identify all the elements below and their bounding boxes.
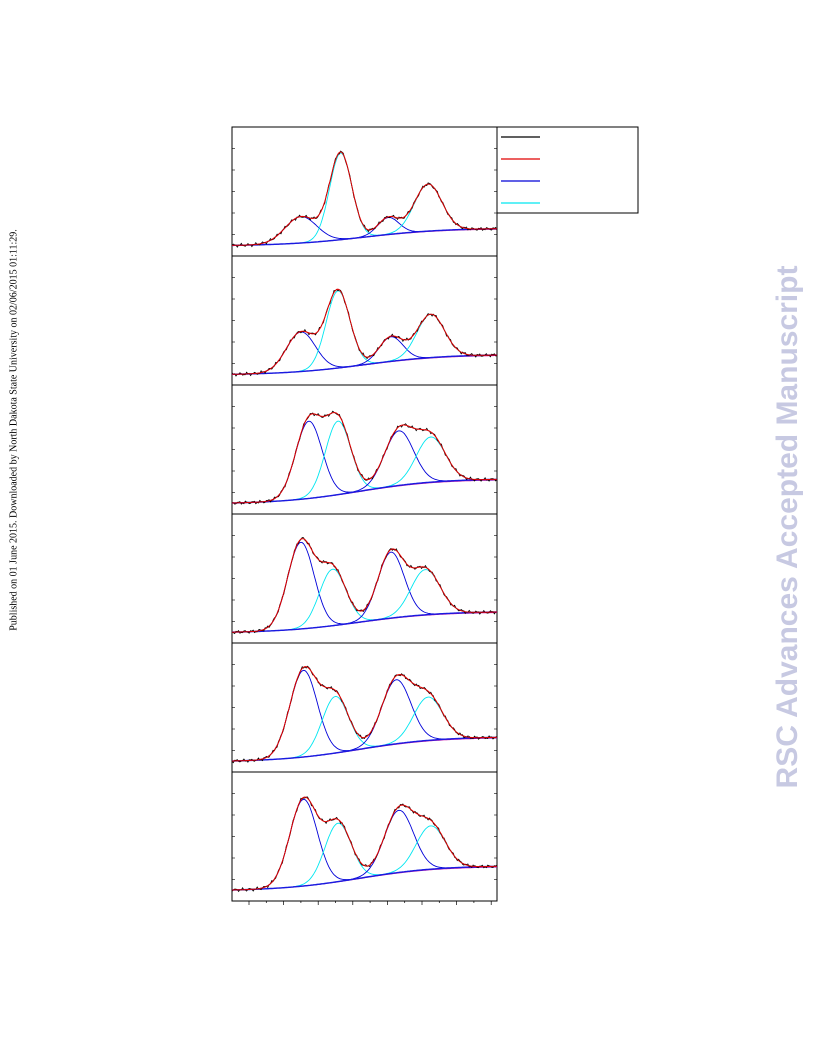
fit-line <box>232 666 498 762</box>
panel-1 <box>231 126 498 257</box>
baseline-line <box>232 865 498 891</box>
fit-line <box>232 288 497 375</box>
panel-frame <box>231 255 498 386</box>
legend-frame <box>496 126 639 214</box>
component-b-peak-4 <box>232 436 498 504</box>
component-b-peak-2 <box>232 152 497 246</box>
component-a-peak-1 <box>232 798 498 891</box>
fit-line <box>232 411 498 504</box>
baseline-line <box>232 354 497 375</box>
panel-frame <box>231 384 498 515</box>
baseline-line <box>232 736 498 762</box>
fit-line <box>232 796 498 891</box>
experimental-line <box>231 537 498 635</box>
baseline-line <box>231 611 497 633</box>
panel-2 <box>231 255 498 386</box>
baseline-alt-line <box>232 866 497 891</box>
legend <box>496 126 639 214</box>
component-a-peak-3 <box>231 551 497 633</box>
panel-5 <box>231 642 498 773</box>
experimental-line <box>231 150 498 248</box>
component-a-peak-1 <box>232 216 497 246</box>
component-b-peak-4 <box>232 696 498 762</box>
baseline-alt-line <box>232 737 497 762</box>
fit-line <box>231 538 497 633</box>
component-a-peak-3 <box>232 217 497 246</box>
component-b-peak-2 <box>232 822 498 891</box>
component-b-peak-2 <box>232 696 498 762</box>
component-b-peak-4 <box>232 183 497 246</box>
component-b-peak-2 <box>232 290 497 375</box>
panel-3 <box>231 384 498 515</box>
panel-4 <box>231 513 498 644</box>
component-a-peak-3 <box>232 430 498 504</box>
panel-6 <box>231 771 498 902</box>
baseline-line <box>232 478 498 504</box>
baseline-line <box>232 228 497 247</box>
component-a-peak-1 <box>232 669 498 762</box>
fit-line <box>232 151 497 246</box>
